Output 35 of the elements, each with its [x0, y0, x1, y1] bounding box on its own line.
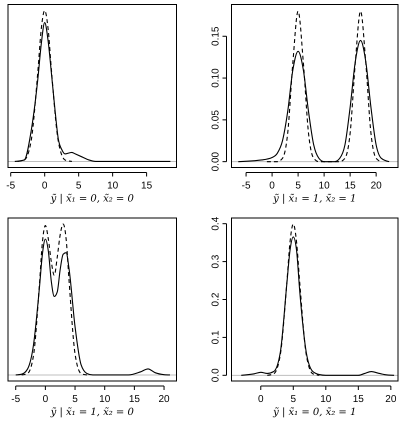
x-tick-label: 15: [128, 394, 140, 405]
y-tick-label: 0.3: [210, 254, 222, 269]
x-tick-label: 15: [352, 394, 364, 405]
y-tick-label: 0.05: [210, 110, 222, 130]
x-tick-label: 5: [295, 180, 302, 192]
x-tick-label: 15: [344, 180, 356, 192]
x-tick-label: 5: [72, 394, 78, 405]
x-tick-label: 0: [42, 394, 49, 405]
x-tick-label: 20: [385, 394, 397, 405]
x-tick-label: 10: [318, 180, 330, 192]
x-tick-label: 10: [99, 394, 111, 405]
y-tick-label: 0.2: [210, 292, 222, 306]
x-tick-label: 0: [269, 180, 276, 192]
y-tick-label: 0.15: [210, 26, 222, 46]
y-tick-label: 0.1: [210, 330, 222, 344]
y-tick-label: 0.4: [210, 216, 222, 231]
x-tick-label: -5: [11, 394, 21, 405]
x-tick-label: 20: [370, 180, 382, 192]
x-tick-label: -5: [6, 180, 16, 192]
x-axis-title: ỹ | x̃₁ = 1, x̃₂ = 0: [50, 407, 134, 418]
x-tick-label: 10: [107, 180, 119, 192]
x-tick-label: 20: [158, 394, 170, 405]
x-tick-label: 5: [76, 180, 82, 192]
x-tick-label: 10: [320, 394, 332, 405]
x-tick-label: 5: [290, 394, 297, 405]
x-tick-label: -5: [242, 180, 251, 192]
y-tick-label: 0.00: [210, 151, 222, 172]
x-axis-title: ỹ | x̃₁ = 0, x̃₂ = 0: [50, 194, 134, 204]
y-tick-label: 0.10: [210, 68, 222, 88]
x-axis-title: ỹ | x̃₁ = 1, x̃₂ = 1: [272, 194, 356, 204]
x-tick-label: 0: [258, 394, 264, 405]
x-axis-title: ỹ | x̃₁ = 0, x̃₂ = 1: [272, 407, 356, 418]
x-tick-label: 0: [42, 180, 48, 192]
x-tick-label: 15: [141, 180, 153, 192]
y-tick-label: 0.0: [210, 368, 222, 382]
